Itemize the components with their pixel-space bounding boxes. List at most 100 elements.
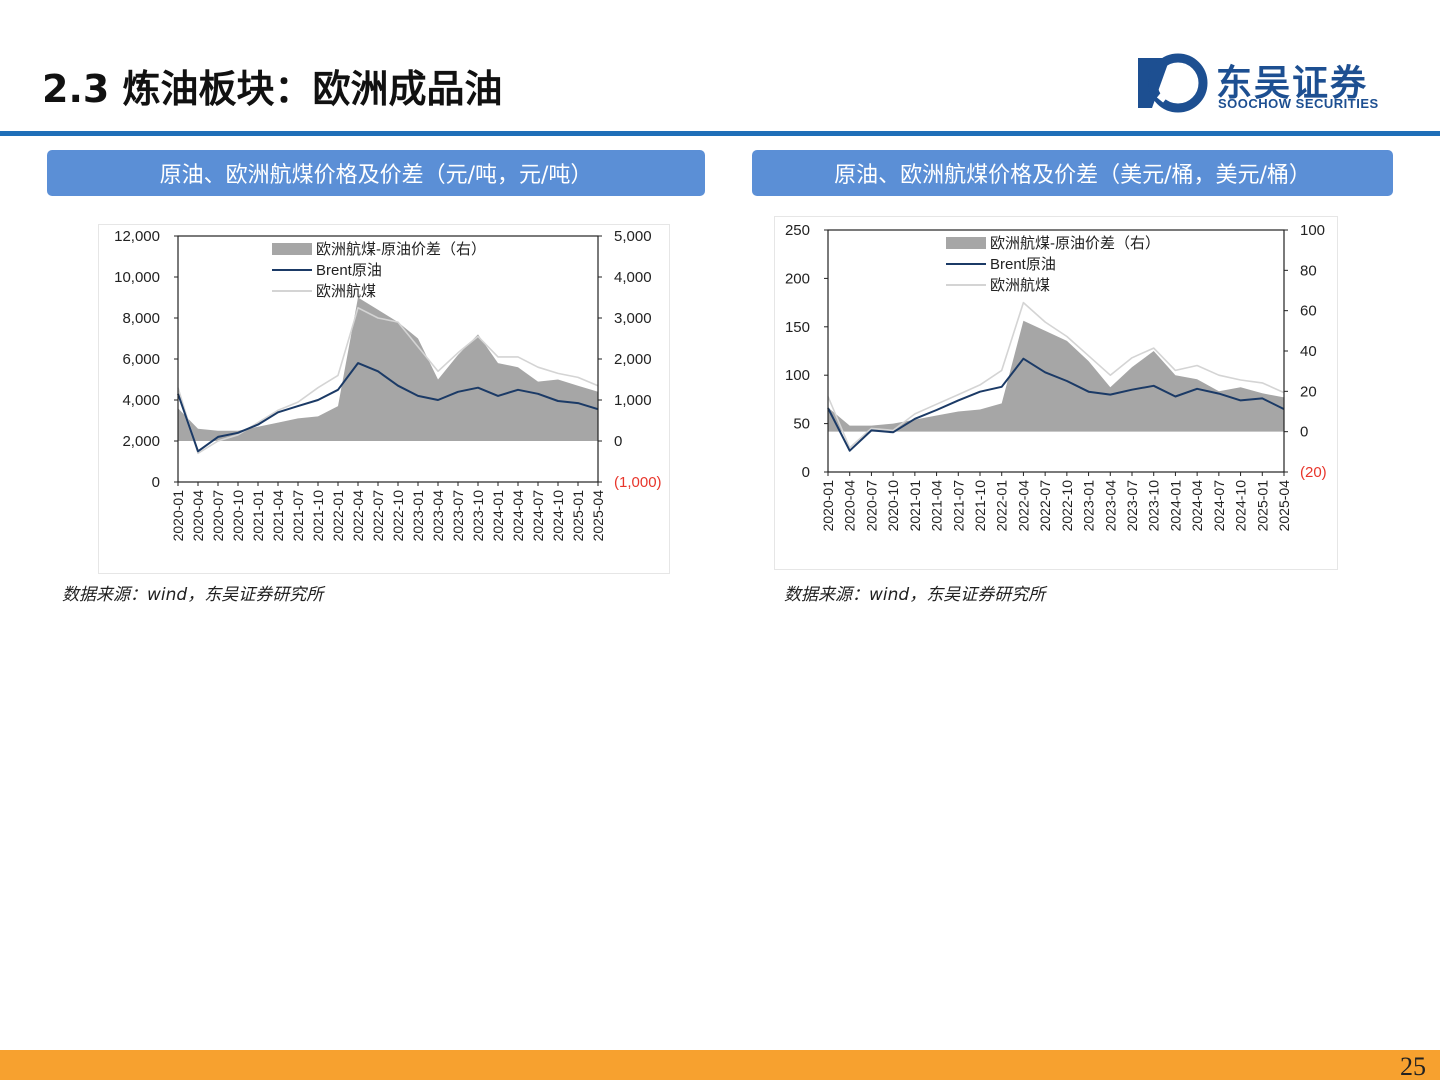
chart1-x-tick-label: 2024-04 xyxy=(510,490,526,542)
chart1-x-tick-label: 2021-04 xyxy=(270,490,286,542)
chart1-left-tick-label: 10,000 xyxy=(114,269,160,286)
chart1-left-tick-label: 8,000 xyxy=(122,310,160,327)
chart1-brent-line xyxy=(177,362,599,453)
chart2-left-tick-label: 50 xyxy=(793,416,810,433)
chart1-x-tick-label: 2020-10 xyxy=(230,490,246,542)
logo-mark-icon xyxy=(1138,53,1208,113)
chart2-container: 0 50 100 150 200 250 (20) 0 20 40 60 80 100 2020-01 20… xyxy=(774,216,1338,574)
chart1-x-tick-label: 2021-07 xyxy=(290,490,306,542)
chart2-jet-line xyxy=(827,301,1285,449)
chart2-x-tick-label: 2025-01 xyxy=(1254,480,1270,532)
chart2-right-tick-label: (20) xyxy=(1300,464,1327,481)
chart1-left-tick-label: 12,000 xyxy=(114,228,160,245)
chart2-brent-line xyxy=(827,357,1285,452)
chart1-left-tick-label: 0 xyxy=(152,474,160,491)
chart1-header: 原油、欧洲航煤价格及价差（元/吨，元/吨） xyxy=(47,150,705,196)
chart1-spread-area xyxy=(178,297,598,441)
chart1-left-tick-label: 6,000 xyxy=(122,351,160,368)
chart2-x-tick-label: 2021-10 xyxy=(972,480,988,532)
chart2-right-tick-label: 80 xyxy=(1300,262,1317,279)
company-logo: 东吴证券 SOOCHOW SECURITIES xyxy=(1130,52,1410,118)
chart2-x-tick-label: 2024-01 xyxy=(1167,480,1183,532)
chart2-x-tick-label: 2024-07 xyxy=(1211,480,1227,532)
chart2-x-tick-label: 2023-01 xyxy=(1081,480,1097,532)
chart2-x-tick-label: 2023-04 xyxy=(1102,480,1118,532)
chart1-right-tick-label: 3,000 xyxy=(614,310,652,327)
logo-english-name: SOOCHOW SECURITIES xyxy=(1218,96,1379,111)
chart2-x-tick-label: 2022-04 xyxy=(1015,480,1031,532)
chart1-x-tick-label: 2023-04 xyxy=(430,490,446,542)
chart2-right-tick-label: 0 xyxy=(1300,424,1308,441)
chart2-x-tick-label: 2021-04 xyxy=(929,480,945,532)
header-rule xyxy=(0,131,1440,136)
chart1-right-tick-label: (1,000) xyxy=(614,474,662,491)
chart1-source: 数据来源：wind，东吴证券研究所 xyxy=(62,585,324,605)
chart1-legend-brent-label: Brent原油 xyxy=(316,262,382,279)
chart2-x-tick-label: 2022-10 xyxy=(1059,480,1075,532)
chart2-x-tick-label: 2023-07 xyxy=(1124,480,1140,532)
chart2-x-tick-label: 2024-04 xyxy=(1189,480,1205,532)
chart1-x-tick-label: 2022-10 xyxy=(390,490,406,542)
chart1-x-tick-label: 2024-01 xyxy=(490,490,506,542)
footer-bar xyxy=(0,1050,1440,1080)
chart1-left-tick-label: 2,000 xyxy=(122,433,160,450)
chart2-legend-spread-label: 欧洲航煤-原油价差（右） xyxy=(990,235,1160,252)
chart2-left-tick-label: 250 xyxy=(785,222,810,239)
chart1-left-tick-label: 4,000 xyxy=(122,392,160,409)
chart1-x-tick-label: 2023-10 xyxy=(470,490,486,542)
chart2-svg: 0 50 100 150 200 250 (20) 0 20 40 60 80 100 2020-01 20… xyxy=(774,216,1338,570)
chart2-legend-spread-swatch xyxy=(946,237,986,249)
chart2-left-tick-label: 0 xyxy=(802,464,810,481)
chart1-frame xyxy=(98,224,670,574)
chart1-x-tick-label: 2022-04 xyxy=(350,490,366,542)
chart2-x-tick-label: 2024-10 xyxy=(1233,480,1249,532)
chart1-legend-spread-label: 欧洲航煤-原油价差（右） xyxy=(316,241,486,258)
page-title: 2.3 炼油板块：欧洲成品油 xyxy=(42,67,503,111)
chart2-x-tick-label: 2020-07 xyxy=(863,480,879,532)
chart2-right-tick-label: 60 xyxy=(1300,303,1317,320)
chart1-x-tick-label: 2024-10 xyxy=(550,490,566,542)
chart1-x-tick-label: 2022-07 xyxy=(370,490,386,542)
chart1-x-tick-label: 2025-01 xyxy=(570,490,586,542)
chart1-svg: 0 2,000 4,000 6,000 8,000 10,000 12,000 (1,000)… xyxy=(98,224,670,574)
chart2-left-tick-label: 150 xyxy=(785,319,810,336)
chart2-header: 原油、欧洲航煤价格及价差（美元/桶，美元/桶） xyxy=(752,150,1393,196)
chart2-left-tick-label: 200 xyxy=(785,270,810,287)
chart1-x-tick-label: 2020-07 xyxy=(210,490,226,542)
chart1-x-tick-label: 2021-10 xyxy=(310,490,326,542)
chart1-x-tick-label: 2021-01 xyxy=(250,490,266,542)
chart2-right-tick-label: 40 xyxy=(1300,343,1317,360)
chart1-right-tick-label: 1,000 xyxy=(614,392,652,409)
chart2-x-tick-label: 2020-01 xyxy=(820,480,836,532)
chart1-right-tick-label: 2,000 xyxy=(614,351,652,368)
chart2-frame xyxy=(774,216,1338,570)
chart1-x-tick-label: 2022-01 xyxy=(330,490,346,542)
chart1-right-tick-label: 5,000 xyxy=(614,228,652,245)
chart2-x-tick-label: 2021-01 xyxy=(907,480,923,532)
chart1-right-tick-label: 0 xyxy=(614,433,622,450)
page-number: 25 xyxy=(1400,1052,1426,1081)
chart2-x-tick-label: 2021-07 xyxy=(950,480,966,532)
chart2-right-tick-label: 20 xyxy=(1300,383,1317,400)
chart1-legend-jet-label: 欧洲航煤 xyxy=(316,283,376,300)
chart1-x-tick-label: 2023-01 xyxy=(410,490,426,542)
chart1-container: 0 2,000 4,000 6,000 8,000 10,000 12,000 (1,000)… xyxy=(98,224,670,578)
chart2-left-tick-label: 100 xyxy=(785,367,810,384)
chart1-x-tick-label: 2025-04 xyxy=(590,490,606,542)
chart2-x-tick-label: 2025-04 xyxy=(1276,480,1292,532)
chart2-x-tick-label: 2022-07 xyxy=(1037,480,1053,532)
logo-name: 东吴证券 xyxy=(1216,63,1369,104)
chart1-x-tick-label: 2023-07 xyxy=(450,490,466,542)
chart1-legend-spread-swatch xyxy=(272,243,312,255)
chart2-legend-jet-label: 欧洲航煤 xyxy=(990,277,1050,294)
chart2-right-tick-label: 100 xyxy=(1300,222,1325,239)
chart1-x-tick-label: 2020-04 xyxy=(190,490,206,542)
chart2-x-tick-label: 2023-10 xyxy=(1146,480,1162,532)
chart2-source: 数据来源：wind，东吴证券研究所 xyxy=(784,585,1046,605)
chart2-x-tick-label: 2022-01 xyxy=(994,480,1010,532)
chart1-x-tick-label: 2024-07 xyxy=(530,490,546,542)
chart1-header-title: 原油、欧洲航煤价格及价差（元/吨，元/吨） xyxy=(159,163,593,188)
chart2-x-tick-label: 2020-10 xyxy=(885,480,901,532)
chart2-legend-brent-label: Brent原油 xyxy=(990,256,1056,273)
chart1-right-tick-label: 4,000 xyxy=(614,269,652,286)
